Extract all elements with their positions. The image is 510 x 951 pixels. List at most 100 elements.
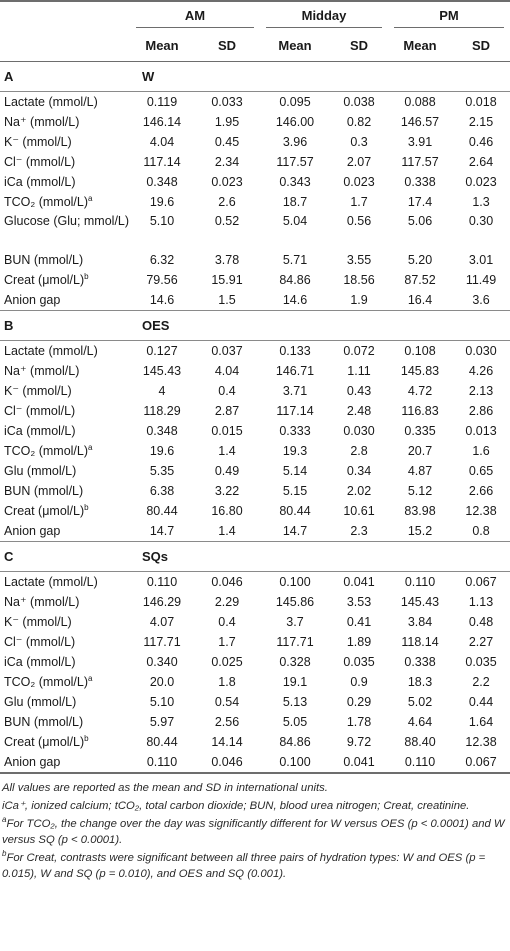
value-cell: 0.30 (468, 213, 494, 228)
value-cell: 0.067 (452, 751, 510, 774)
value-cell: 80.44 (146, 734, 178, 749)
value-cell: 80.44 (146, 503, 178, 518)
stat-header-row: Mean SD Mean SD Mean SD (0, 31, 510, 61)
value-cell: 0.015 (211, 423, 243, 438)
value-cell: 0.025 (211, 654, 243, 669)
group-header-pm: PM (388, 1, 510, 31)
row-label-text: TCO₂ (mmol/L) (4, 674, 89, 689)
value-cell: 4 (158, 383, 166, 398)
row-label-text: Glu (mmol/L) (4, 463, 77, 478)
value-cell: 0.110 (404, 574, 436, 589)
mean-header: Mean (278, 38, 312, 54)
value-cell: 87.52 (404, 272, 436, 287)
row-label-text: Lactate (mmol/L) (4, 94, 98, 109)
value-cell: 2.56 (214, 714, 240, 729)
table-row: Na⁺ (mmol/L) 146.14 1.95 146.00 0.82 146.57 2.… (0, 112, 510, 132)
row-label-text: Creat (μmol/L) (4, 272, 85, 287)
value-cell: 1.6 (472, 443, 490, 458)
value-cell: 84.86 (279, 272, 311, 287)
value-cell: 3.22 (214, 483, 240, 498)
footnote-text: For Creat, contrasts were significant be… (2, 851, 486, 880)
value-cell: 0.41 (346, 614, 372, 629)
row-label: BUN (mmol/L) (0, 712, 130, 732)
value-cell: 0.338 (404, 654, 436, 669)
footnote-a: aFor TCO₂, the change over the day was s… (2, 815, 508, 848)
value-cell: 0.100 (279, 574, 311, 589)
table-row: K⁻ (mmol/L) 4.07 0.4 3.7 0.41 3.84 0.48 (0, 612, 510, 632)
value-cell: 117.57 (401, 154, 439, 169)
value-cell: 1.7 (218, 634, 236, 649)
value-cell: 0.033 (211, 94, 243, 109)
value-cell: 4.04 (214, 363, 240, 378)
table-row: Cl⁻ (mmol/L) 117.14 2.34 117.57 2.07 117.57 2.… (0, 152, 510, 172)
sd-header: SD (217, 38, 237, 54)
value-cell: 0.46 (468, 134, 494, 149)
footnote-marker: b (2, 848, 7, 858)
table-row: iCa (mmol/L) 0.348 0.015 0.333 0.030 0.335 0.0… (0, 421, 510, 441)
row-label-text: TCO₂ (mmol/L) (4, 443, 89, 458)
value-cell: 12.38 (465, 503, 497, 518)
row-label: Cl⁻ (mmol/L) (0, 632, 130, 652)
value-cell: 2.13 (468, 383, 494, 398)
value-cell: 0.108 (404, 343, 436, 358)
section-name: SQs (142, 548, 169, 564)
value-cell: 0.035 (465, 654, 497, 669)
row-label-text: iCa (mmol/L) (4, 174, 76, 189)
row-label: Anion gap (0, 289, 130, 311)
value-cell: 117.71 (276, 634, 314, 649)
value-cell: 5.06 (407, 213, 433, 228)
value-cell: 19.6 (149, 194, 175, 209)
value-cell: 0.110 (388, 751, 453, 774)
value-cell: 2.48 (346, 403, 372, 418)
value-cell: 84.86 (279, 734, 311, 749)
row-label-text: Lactate (mmol/L) (4, 574, 98, 589)
row-label: Glu (mmol/L) (0, 461, 130, 481)
row-label-text: Creat (μmol/L) (4, 734, 85, 749)
table-row: Lactate (mmol/L) 0.119 0.033 0.095 0.038 0.08… (0, 91, 510, 112)
value-cell: 14.6 (130, 289, 194, 311)
value-cell: 0.013 (465, 423, 497, 438)
row-label-text: Cl⁻ (mmol/L) (4, 404, 76, 418)
footnote-marker: b (84, 502, 89, 512)
value-cell: 0.095 (279, 94, 311, 109)
value-cell: 2.27 (468, 634, 494, 649)
value-cell: 0.133 (279, 343, 311, 358)
row-label-text: Lactate (mmol/L) (4, 343, 98, 358)
value-cell: 3.55 (346, 252, 372, 267)
footnote-marker: b (84, 733, 89, 743)
table-row: Creat (μmol/L)b 80.44 16.80 80.44 10.61 83.98… (0, 501, 510, 521)
value-cell: 3.96 (282, 134, 308, 149)
table-row: Anion gap 14.6 1.5 14.6 1.9 16.4 3.6 (0, 289, 510, 311)
section-header-row: B OES (0, 310, 510, 340)
table-row: K⁻ (mmol/L) 4.04 0.45 3.96 0.3 3.91 0.46 (0, 132, 510, 152)
table-row: Na⁺ (mmol/L) 146.29 2.29 145.86 3.53 145.43 1.… (0, 592, 510, 612)
row-label: Cl⁻ (mmol/L) (0, 152, 130, 172)
row-label: Glu (mmol/L) (0, 692, 130, 712)
row-label-text: K⁻ (mmol/L) (4, 384, 72, 398)
value-cell: 5.71 (282, 252, 308, 267)
row-label: K⁻ (mmol/L) (0, 381, 130, 401)
value-cell: 1.9 (330, 289, 389, 311)
value-cell: 2.87 (214, 403, 240, 418)
value-cell: 2.8 (350, 443, 368, 458)
row-label-text: iCa (mmol/L) (4, 423, 76, 438)
footnote-text: For TCO₂, the change over the day was si… (2, 817, 505, 846)
row-label-text: Na⁺ (mmol/L) (4, 595, 80, 609)
value-cell: 0.110 (130, 751, 194, 774)
table-row: Lactate (mmol/L) 0.110 0.046 0.100 0.041 0.11… (0, 571, 510, 592)
value-cell: 1.8 (218, 674, 236, 689)
value-cell: 1.89 (346, 634, 372, 649)
value-cell: 0.030 (465, 343, 497, 358)
value-cell: 88.40 (404, 734, 436, 749)
section-letter: A (4, 68, 14, 84)
value-cell: 6.38 (149, 483, 175, 498)
value-cell: 146.57 (400, 114, 440, 129)
value-cell: 15.2 (388, 520, 453, 542)
table-row: TCO₂ (mmol/L)a 19.6 2.6 18.7 1.7 17.4 1.3 (0, 192, 510, 212)
table-row: TCO₂ (mmol/L)a 20.0 1.8 19.1 0.9 18.3 2.2 (0, 672, 510, 692)
data-table: AM Midday PM Mean SD Mean SD Mean (0, 1, 510, 774)
row-label-text: BUN (mmol/L) (4, 714, 84, 729)
value-cell: 14.14 (211, 734, 243, 749)
value-cell: 0.041 (330, 751, 389, 774)
